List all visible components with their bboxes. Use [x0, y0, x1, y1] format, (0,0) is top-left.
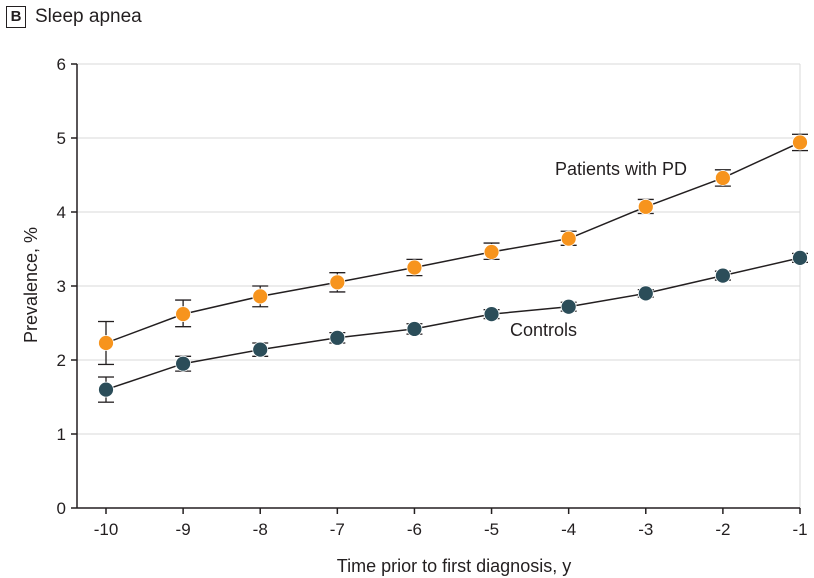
panel-label: B: [6, 6, 26, 28]
data-point-patients: [560, 230, 577, 247]
series-controls: [98, 249, 808, 403]
series-line-controls: [105, 257, 801, 391]
data-point-patients: [252, 288, 269, 305]
x-tick-label: -1: [792, 520, 807, 539]
grid-lines: [77, 63, 801, 508]
series-label-controls: Controls: [510, 320, 577, 340]
data-point-patients: [483, 244, 500, 260]
y-tick-label: 3: [57, 277, 66, 296]
y-tick-label: 4: [57, 203, 66, 222]
x-tick-label: -4: [561, 520, 576, 539]
x-tick-label: -10: [94, 520, 119, 539]
y-tick-label: 5: [57, 129, 66, 148]
x-tick-label: -6: [407, 520, 422, 539]
data-point-controls: [98, 381, 114, 398]
data-point-controls: [406, 321, 423, 337]
data-point-patients: [637, 198, 654, 215]
x-axis-title: Time prior to first diagnosis, y: [337, 556, 571, 576]
x-tick-label: -5: [484, 520, 499, 539]
axes: 0 1 2 3 4 5 6 -10 -9 -8 -7 -6 -5 -4 -3 -2 -1: [57, 55, 808, 539]
x-tick-label: -9: [176, 520, 191, 539]
y-tick-label: 0: [57, 499, 66, 518]
data-point-controls: [175, 355, 192, 372]
data-point-patients: [329, 274, 346, 291]
labels: Time prior to first diagnosis, y Prevale…: [21, 159, 687, 576]
x-tick-label: -7: [330, 520, 345, 539]
data-point-controls: [483, 306, 500, 323]
panel-title: Sleep apnea: [35, 6, 142, 27]
data-point-controls: [637, 285, 654, 302]
series-patients: [98, 133, 808, 366]
series-line-patients: [105, 141, 801, 344]
x-tick-label: -2: [715, 520, 730, 539]
data-point-controls: [329, 329, 346, 346]
data-point-patients: [175, 306, 192, 323]
data-point-controls: [560, 298, 577, 315]
x-tick-label: -3: [638, 520, 653, 539]
data-point-patients: [714, 170, 731, 186]
y-axis-title: Prevalence, %: [21, 227, 41, 343]
series: [98, 133, 808, 403]
data-point-patients: [98, 335, 114, 351]
data-point-patients: [406, 259, 423, 276]
series-label-patients: Patients with PD: [555, 159, 687, 179]
data-point-controls: [714, 267, 731, 284]
y-tick-label: 6: [57, 55, 66, 74]
data-point-controls: [792, 249, 808, 266]
data-point-patients: [792, 134, 808, 151]
y-tick-label: 1: [57, 425, 66, 444]
data-point-controls: [252, 341, 269, 358]
x-tick-label: -8: [253, 520, 268, 539]
y-tick-label: 2: [57, 351, 66, 370]
